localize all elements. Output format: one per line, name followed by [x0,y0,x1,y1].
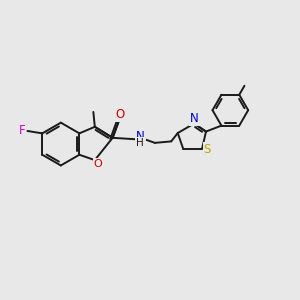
Text: F: F [19,124,26,137]
Text: O: O [93,159,102,169]
Text: N: N [136,130,145,143]
Text: N: N [190,112,199,125]
Text: S: S [203,143,211,156]
Text: H: H [136,138,144,148]
Text: O: O [116,108,125,121]
